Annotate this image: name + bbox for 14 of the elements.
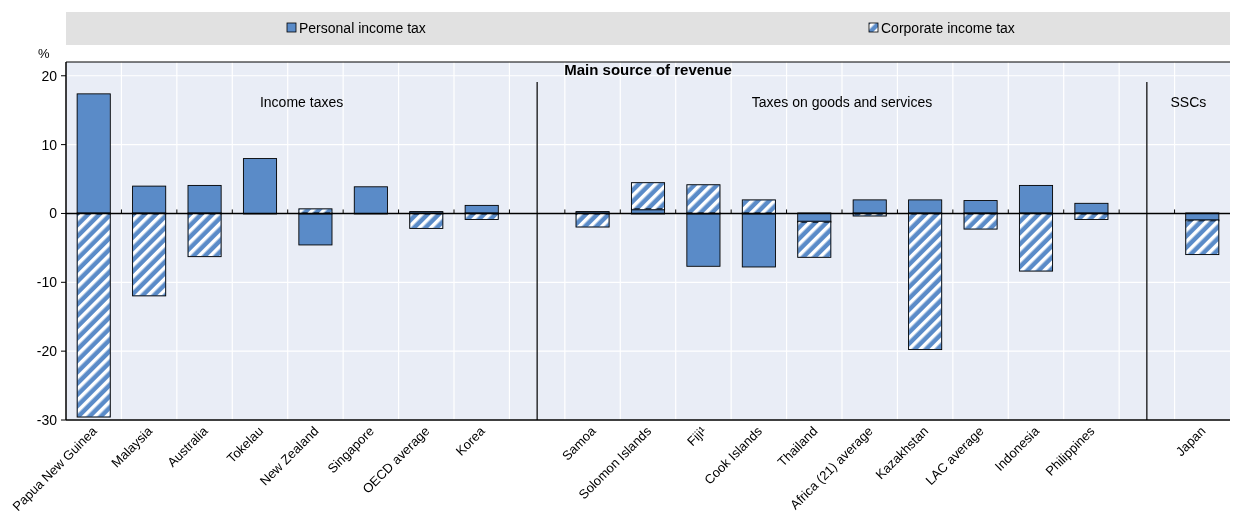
y-tick-label: 10 [41,136,58,153]
legend-label: Corporate income tax [881,19,1015,36]
y-axis-title: % [38,46,50,61]
chart-title: Main source of revenue [564,61,732,78]
legend-label: Personal income tax [299,19,426,36]
annotation: Taxes on goods and services [751,94,933,110]
annotation: SSCs [1170,94,1207,110]
y-tick-label: -30 [36,411,58,428]
x-tick-label: Fiji¹ [684,423,711,449]
y-tick-label: 0 [49,205,58,222]
y-tick-label: -10 [36,274,58,291]
annotation: Income taxes [259,94,344,110]
y-tick-label: 20 [41,67,58,84]
y-tick-label: -20 [36,343,58,360]
